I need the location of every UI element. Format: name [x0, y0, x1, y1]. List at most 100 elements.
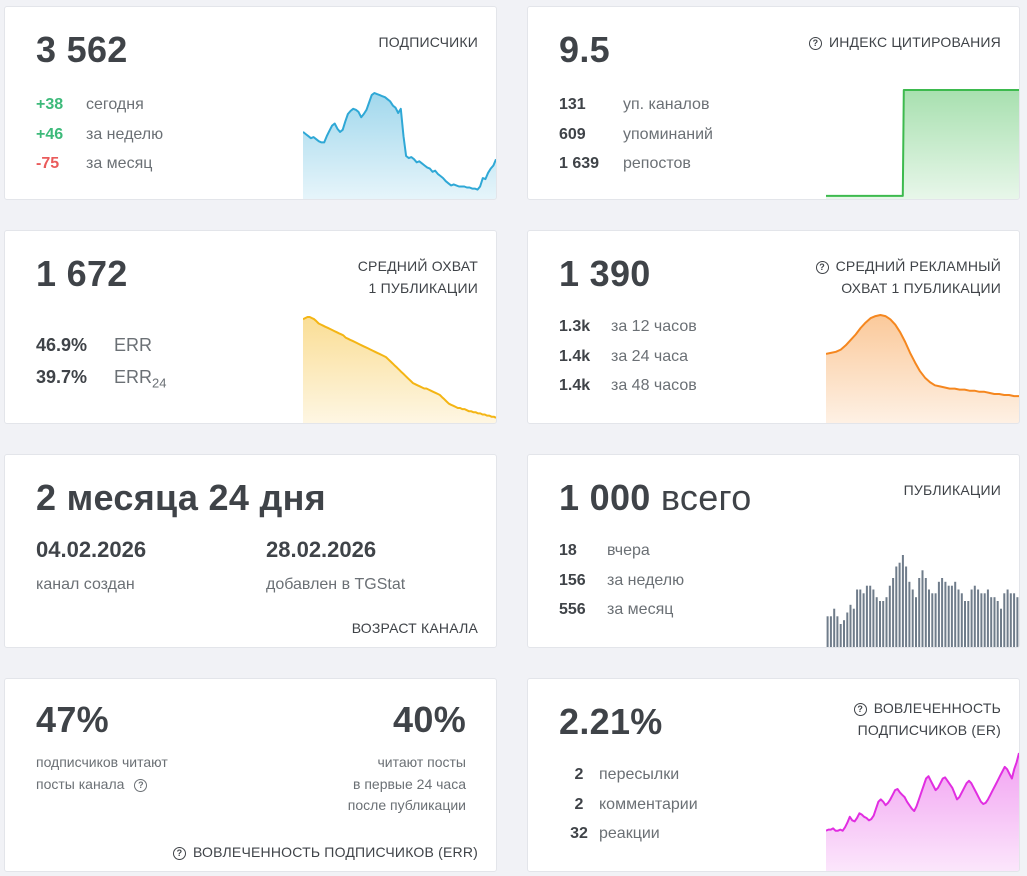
reach-title-line1: СРЕДНИЙ ОХВАТ	[357, 258, 478, 274]
bar	[931, 593, 934, 647]
stat-row-48h: 1.4k за 48 часов	[559, 371, 697, 401]
stat-value: 32	[570, 825, 588, 842]
err24-value: 39.7%	[36, 367, 88, 387]
bar	[964, 601, 966, 647]
series-line	[826, 89, 1019, 197]
stat-value: 1.4k	[559, 377, 591, 394]
bar	[934, 593, 937, 647]
help-icon[interactable]: ?	[808, 37, 822, 50]
bar	[1003, 593, 1006, 647]
stat-row-month: 556 за месяц	[559, 595, 684, 625]
stat-value: -75	[36, 155, 60, 172]
stat-value: 609	[559, 125, 586, 143]
bar	[879, 601, 881, 647]
bar	[911, 589, 914, 647]
area-fill	[826, 753, 1019, 871]
channel-age-card[interactable]: 2 месяца 24 дня 04.02.2026 канал создан …	[4, 454, 497, 648]
bar	[856, 589, 859, 647]
stat-row-week: 156 за неделю	[559, 566, 684, 596]
err-title: ? ВОВЛЕЧЕННОСТЬ ПОДПИСЧИКОВ (ERR)	[172, 841, 478, 863]
reach-title: СРЕДНИЙ ОХВАТ 1 ПУБЛИКАЦИИ	[358, 255, 478, 299]
reach-sparkline	[303, 316, 496, 423]
bar	[901, 555, 904, 647]
bar	[852, 608, 855, 647]
channel-age-value: 2 месяца 24 дня	[36, 477, 326, 518]
citation-index-value: 9.5	[559, 29, 610, 70]
stat-value: 1.3k	[559, 318, 591, 335]
stat-label: реакции	[599, 825, 660, 842]
err-right-caption: читают посты в первые 24 часа после публ…	[348, 752, 466, 817]
stat-label: сегодня	[86, 96, 144, 113]
stat-label: за 48 часов	[611, 377, 697, 394]
stat-value: 156	[559, 571, 586, 589]
help-icon[interactable]: ?	[853, 703, 867, 716]
subscribers-title: ПОДПИСЧИКИ	[378, 34, 478, 50]
err-left-line2: посты канала	[36, 775, 125, 792]
bar	[967, 601, 970, 647]
bar	[921, 570, 924, 647]
area-fill	[303, 93, 496, 199]
bar	[826, 616, 829, 647]
engagement-card[interactable]: 2.21% ? ВОВЛЕЧЕННОСТЬ ПОДПИСЧИКОВ (ER) 2 пе…	[527, 678, 1020, 872]
help-icon[interactable]: ?	[134, 778, 148, 792]
err-right-value: 40%	[393, 699, 466, 740]
bar	[865, 585, 868, 647]
help-icon[interactable]: ?	[172, 847, 186, 860]
ad-reach-title-line2: ОХВАТ 1 ПУБЛИКАЦИИ	[841, 280, 1001, 296]
bar	[1000, 608, 1002, 647]
stat-row-mentions: 609 упоминаний	[559, 120, 713, 150]
bar	[875, 597, 878, 647]
err-card[interactable]: 47% подписчиков читают посты канала ? 40…	[4, 678, 497, 872]
publications-title: ПУБЛИКАЦИИ	[903, 482, 1001, 498]
stat-label: за 12 часов	[611, 318, 697, 335]
bar	[892, 578, 895, 647]
subscribers-stats: +38 сегодня +46 за неделю -75 за месяц	[36, 90, 163, 179]
stat-label: за месяц	[86, 155, 153, 172]
stat-row-yesterday: 18 вчера	[559, 536, 684, 566]
series-line	[303, 316, 496, 419]
bar	[869, 585, 872, 647]
bar	[983, 593, 986, 647]
bar	[957, 589, 960, 647]
bar	[973, 585, 976, 647]
citation-card[interactable]: 9.5 ? ИНДЕКС ЦИТИРОВАНИЯ 131 уп. каналов 6…	[527, 6, 1020, 200]
stat-value: +46	[36, 125, 64, 143]
subscribers-card[interactable]: 3 562 ПОДПИСЧИКИ +38 сегодня +46 за неделю…	[4, 6, 497, 200]
err-title-text: ВОВЛЕЧЕННОСТЬ ПОДПИСЧИКОВ (ERR)	[192, 844, 478, 860]
stat-row-reposts: 1 639 репостов	[559, 149, 713, 179]
bar	[843, 620, 845, 647]
ad-reach-title-line1: СРЕДНИЙ РЕКЛАМНЫЙ	[835, 258, 1001, 274]
channel-age-title: ВОЗРАСТ КАНАЛА	[351, 620, 478, 636]
bar	[836, 616, 839, 647]
engagement-sparkline	[826, 752, 1019, 871]
bar	[1009, 593, 1012, 647]
err-right-line2: в первые 24 часа	[353, 775, 466, 792]
bar	[977, 589, 980, 647]
stat-row-week: +46 за неделю	[36, 120, 163, 150]
err-left-value: 47%	[36, 699, 109, 740]
series-line	[826, 752, 1019, 832]
bar	[915, 597, 917, 647]
bar	[947, 585, 950, 647]
help-icon[interactable]: ?	[815, 261, 829, 274]
stat-value: 1 639	[559, 155, 600, 172]
stat-value: +38	[36, 96, 64, 113]
bar	[941, 578, 944, 647]
publications-card[interactable]: 1 000 всего ПУБЛИКАЦИИ 18 вчера 156 за нед…	[527, 454, 1020, 648]
stat-row-today: +38 сегодня	[36, 90, 163, 120]
bar	[937, 581, 940, 647]
bar	[924, 578, 927, 647]
reach-card[interactable]: 1 672 СРЕДНИЙ ОХВАТ 1 ПУБЛИКАЦИИ 46.9% ERR…	[4, 230, 497, 424]
stat-label: уп. каналов	[623, 96, 710, 113]
stat-value: 2	[574, 795, 584, 813]
engagement-rate-value: 2.21%	[559, 701, 663, 742]
bar	[993, 597, 996, 647]
stat-row-reactions: 32 реакции	[559, 819, 698, 849]
bar	[918, 578, 921, 647]
ad-reach-card[interactable]: 1 390 ? СРЕДНИЙ РЕКЛАМНЫЙ ОХВАТ 1 ПУБЛИКАЦ…	[527, 230, 1020, 424]
err-value: 46.9%	[36, 335, 88, 355]
stat-label: вчера	[607, 542, 650, 559]
series-line	[303, 92, 496, 191]
ad-reach-title: ? СРЕДНИЙ РЕКЛАМНЫЙ ОХВАТ 1 ПУБЛИКАЦИИ	[815, 255, 1001, 299]
stat-row-month: -75 за месяц	[36, 149, 163, 179]
